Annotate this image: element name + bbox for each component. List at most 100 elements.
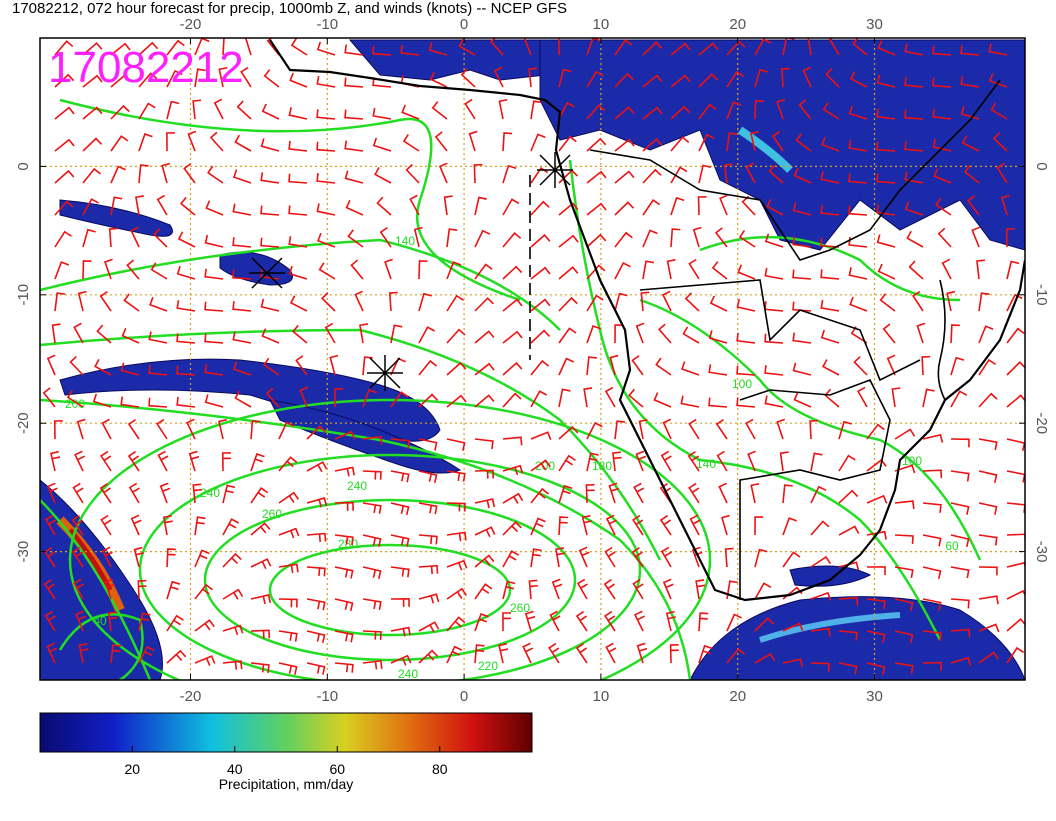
wind-barb xyxy=(866,566,886,575)
wind-barb xyxy=(446,531,467,542)
wind-barb xyxy=(688,258,700,280)
wind-barb xyxy=(176,365,196,376)
wind-barb xyxy=(418,393,439,408)
wind-barb xyxy=(976,259,985,280)
wind-barb xyxy=(798,99,812,120)
wind-barb xyxy=(916,322,926,344)
border xyxy=(739,378,891,600)
wind-barb xyxy=(723,163,733,184)
wind-barb xyxy=(631,355,644,376)
wind-barb xyxy=(44,610,56,632)
wind-barb xyxy=(764,333,784,344)
wind-barb xyxy=(359,323,369,344)
wind-barb xyxy=(390,357,406,376)
contour xyxy=(138,453,642,680)
wind-barb xyxy=(194,619,215,632)
wind-barb xyxy=(502,232,522,248)
wind-barb xyxy=(166,100,180,120)
wind-barb xyxy=(51,323,61,344)
wind-barb xyxy=(653,392,672,408)
wind-barb xyxy=(123,293,140,312)
wind-barb xyxy=(72,482,84,504)
wind-barb xyxy=(138,645,155,664)
wind-barb xyxy=(670,228,681,248)
wind-barb xyxy=(54,138,75,152)
wind-barb xyxy=(218,66,228,88)
wind-barb xyxy=(988,43,1008,56)
wind-barb xyxy=(222,484,236,504)
wind-barb xyxy=(937,227,952,248)
wind-barb xyxy=(891,387,901,408)
wind-barb xyxy=(409,194,420,216)
wind-barb xyxy=(295,355,308,376)
wind-barb xyxy=(894,630,914,643)
wind-barb xyxy=(278,563,299,574)
wind-barb xyxy=(288,265,308,280)
wind-barb xyxy=(138,72,158,88)
wind-barb xyxy=(474,438,494,450)
wind-barb xyxy=(642,199,661,216)
wind-barb xyxy=(530,431,552,440)
wind-barb xyxy=(642,41,663,56)
wind-barb xyxy=(384,258,393,280)
wind-barb xyxy=(866,630,886,643)
wind-barb xyxy=(609,354,619,376)
wind-barb xyxy=(558,202,579,216)
wind-barb xyxy=(460,68,476,88)
wind-barb xyxy=(390,502,410,516)
wind-barb xyxy=(904,201,924,216)
wind-barb xyxy=(402,134,420,152)
wind-barb xyxy=(187,130,197,152)
wind-barb xyxy=(446,361,467,376)
wind-barb xyxy=(655,357,672,376)
wind-barb xyxy=(82,106,103,120)
wind-barb xyxy=(558,327,577,344)
wind-barb xyxy=(1006,589,1025,600)
wind-barb xyxy=(950,324,960,344)
wind-barb xyxy=(978,438,998,451)
wind-barb xyxy=(922,388,935,408)
wind-barb xyxy=(933,168,952,184)
wind-barb xyxy=(810,555,832,568)
wind-barb xyxy=(306,566,326,577)
wind-barb xyxy=(101,546,113,568)
contour xyxy=(639,298,982,561)
wind-barb xyxy=(614,231,633,248)
wind-barb xyxy=(642,168,662,184)
wind-barb xyxy=(614,39,633,56)
wind-barb xyxy=(418,260,428,280)
wind-barb xyxy=(390,566,410,578)
wind-barb xyxy=(374,167,392,184)
wind-barb xyxy=(745,418,756,440)
wind-barb xyxy=(586,452,599,472)
wind-barb xyxy=(74,450,86,472)
x-tick-label: 10 xyxy=(593,688,610,705)
wind-barb xyxy=(54,292,66,312)
wind-barb xyxy=(719,194,728,216)
wind-barb xyxy=(558,135,577,152)
wind-barb xyxy=(446,502,466,512)
contour-label: 100 xyxy=(902,454,922,468)
wind-barb xyxy=(633,610,645,632)
wind-barb xyxy=(306,497,328,508)
wind-barb xyxy=(586,356,597,376)
x-tick-label: 20 xyxy=(729,16,746,33)
x-tick-label: -10 xyxy=(316,16,338,33)
wind-barb xyxy=(575,642,588,664)
wind-barb xyxy=(77,290,87,312)
wind-barb xyxy=(502,392,522,408)
wind-barb xyxy=(138,164,149,184)
wind-barb xyxy=(793,167,812,184)
wind-barb xyxy=(288,173,308,184)
contour xyxy=(40,398,692,680)
wind-barb xyxy=(101,418,112,440)
wind-barb xyxy=(194,68,206,88)
wind-barb xyxy=(558,357,575,376)
wind-barb xyxy=(849,296,868,312)
wind-barb xyxy=(103,258,113,280)
wind-barb xyxy=(670,166,688,184)
wind-barb xyxy=(176,300,196,312)
wind-barb xyxy=(682,326,700,344)
wind-barb xyxy=(586,137,607,152)
